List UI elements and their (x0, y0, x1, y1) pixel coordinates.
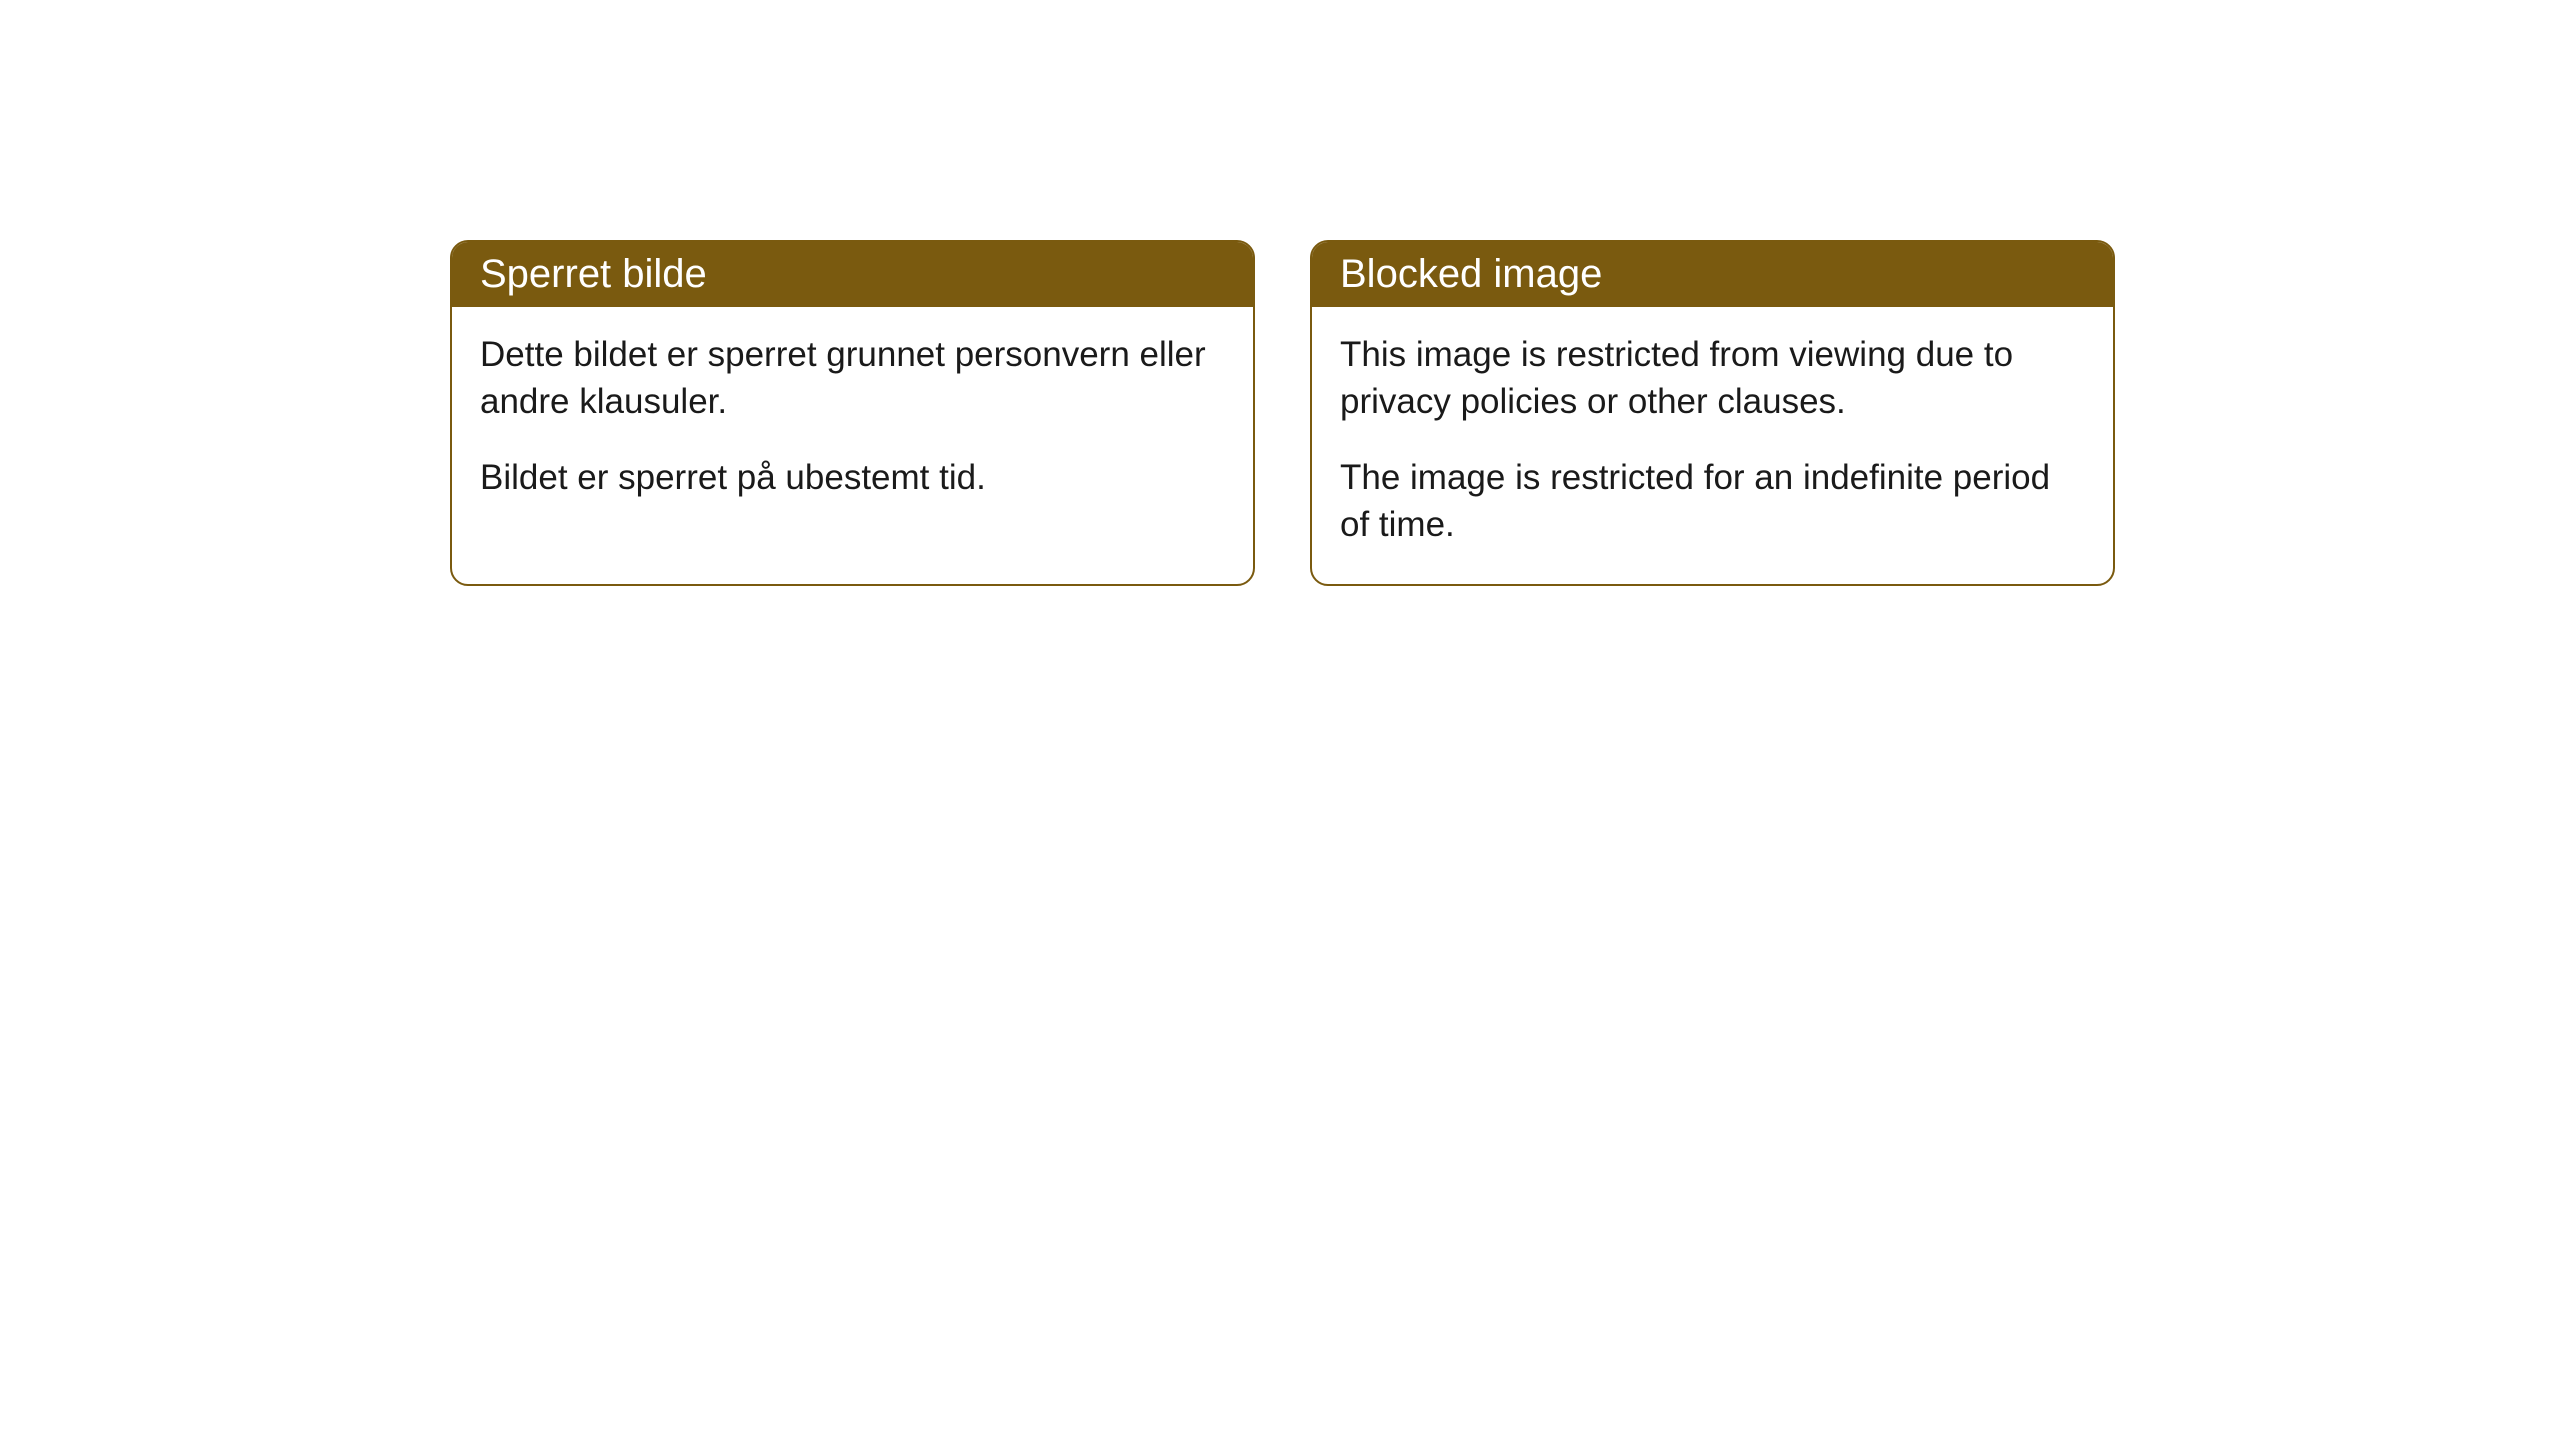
cards-container: Sperret bilde Dette bildet er sperret gr… (450, 240, 2115, 586)
card-paragraph: Dette bildet er sperret grunnet personve… (480, 331, 1225, 426)
card-paragraph: This image is restricted from viewing du… (1340, 331, 2085, 426)
card-title: Sperret bilde (480, 252, 707, 296)
card-body: This image is restricted from viewing du… (1312, 307, 2113, 584)
blocked-image-card-no: Sperret bilde Dette bildet er sperret gr… (450, 240, 1255, 586)
card-paragraph: The image is restricted for an indefinit… (1340, 454, 2085, 549)
blocked-image-card-en: Blocked image This image is restricted f… (1310, 240, 2115, 586)
card-header: Blocked image (1312, 242, 2113, 307)
card-title: Blocked image (1340, 252, 1602, 296)
card-header: Sperret bilde (452, 242, 1253, 307)
card-body: Dette bildet er sperret grunnet personve… (452, 307, 1253, 537)
card-paragraph: Bildet er sperret på ubestemt tid. (480, 454, 1225, 501)
